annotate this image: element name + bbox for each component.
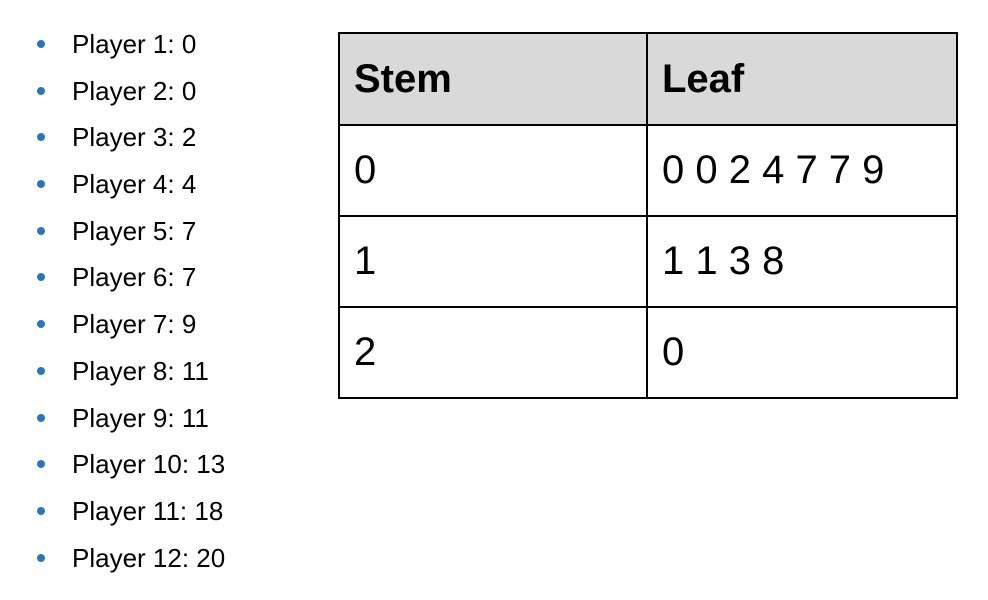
bullet-icon bbox=[37, 413, 45, 422]
player-list-item: Player 5: 7 bbox=[30, 208, 225, 255]
player-score-label: Player 11: 18 bbox=[72, 495, 224, 526]
stem-cell: 1 bbox=[338, 215, 648, 308]
stem-and-leaf-table: Stem Leaf 0 0 0 2 4 7 7 9 1 1 1 3 8 2 0 bbox=[338, 32, 958, 399]
bullet-icon bbox=[37, 180, 45, 189]
player-score-label: Player 7: 9 bbox=[72, 309, 197, 340]
bullet-icon bbox=[37, 506, 45, 515]
player-list-item: Player 4: 4 bbox=[30, 161, 225, 208]
player-list-item: Player 3: 2 bbox=[30, 114, 225, 161]
player-list-item: Player 8: 11 bbox=[30, 348, 225, 395]
bullet-icon bbox=[37, 86, 45, 95]
bullet-icon bbox=[37, 133, 45, 142]
player-score-label: Player 8: 11 bbox=[72, 355, 209, 386]
player-list-item: Player 1: 0 bbox=[30, 21, 225, 68]
table-row: 0 0 0 2 4 7 7 9 bbox=[338, 124, 958, 217]
player-score-label: Player 9: 11 bbox=[72, 402, 209, 433]
player-score-label: Player 1: 0 bbox=[72, 29, 197, 59]
bullet-icon bbox=[37, 226, 45, 235]
bullet-icon bbox=[37, 460, 45, 469]
player-score-label: Player 6: 7 bbox=[72, 262, 197, 293]
player-list-item: Player 7: 9 bbox=[30, 301, 225, 348]
stem-cell: 2 bbox=[338, 306, 648, 399]
bullet-icon bbox=[37, 273, 45, 282]
bullet-icon bbox=[37, 40, 45, 48]
leaf-cell: 0 bbox=[646, 306, 958, 399]
player-list-item: Player 2: 0 bbox=[30, 68, 225, 115]
leaf-cell: 0 0 2 4 7 7 9 bbox=[646, 124, 958, 217]
leaf-cell: 1 1 3 8 bbox=[646, 215, 958, 308]
table-row: 2 0 bbox=[338, 306, 958, 399]
player-score-label: Player 5: 7 bbox=[72, 215, 197, 246]
table-row: 1 1 1 3 8 bbox=[338, 215, 958, 308]
player-score-label: Player 4: 4 bbox=[72, 169, 197, 200]
stem-cell: 0 bbox=[338, 124, 648, 217]
player-score-label: Player 2: 0 bbox=[72, 75, 197, 106]
player-list-item: Player 11: 18 bbox=[30, 488, 225, 535]
leaf-column-header: Leaf bbox=[646, 32, 958, 126]
player-score-label: Player 10: 13 bbox=[72, 449, 226, 480]
bullet-icon bbox=[37, 366, 45, 375]
player-score-label: Player 3: 2 bbox=[72, 122, 197, 153]
table-header-row: Stem Leaf bbox=[338, 32, 958, 126]
player-list-item: Player 12: 20 bbox=[30, 535, 225, 582]
player-score-list: Player 1: 0 Player 2: 0 Player 3: 2 Play… bbox=[30, 21, 225, 581]
stem-column-header: Stem bbox=[338, 32, 648, 126]
bullet-icon bbox=[37, 553, 45, 562]
player-list-item: Player 9: 11 bbox=[30, 395, 225, 442]
player-list-item: Player 6: 7 bbox=[30, 254, 225, 301]
player-score-label: Player 12: 20 bbox=[72, 542, 226, 573]
player-list-item: Player 10: 13 bbox=[30, 441, 225, 488]
bullet-icon bbox=[37, 320, 45, 329]
